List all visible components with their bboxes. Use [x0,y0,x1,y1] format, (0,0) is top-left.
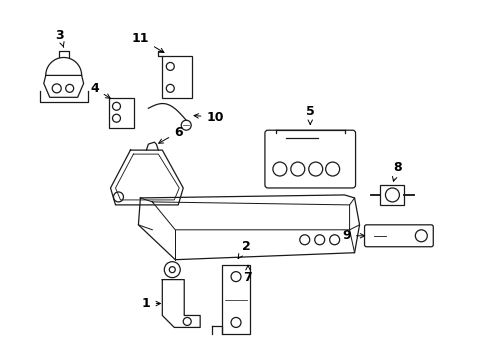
Text: 1: 1 [142,297,160,310]
Text: 3: 3 [55,29,64,48]
Bar [222,265,249,334]
Text: 2: 2 [238,240,250,258]
Bar [380,185,404,205]
Text: 5: 5 [305,105,314,124]
Text: 4: 4 [90,82,110,98]
Text: 6: 6 [159,126,182,143]
Text: 7: 7 [243,265,252,284]
Text: 11: 11 [131,32,163,53]
Text: 8: 8 [392,161,401,181]
Text: 9: 9 [342,229,364,242]
Bar [108,98,134,128]
Text: 10: 10 [194,111,224,124]
Bar [162,57,192,98]
